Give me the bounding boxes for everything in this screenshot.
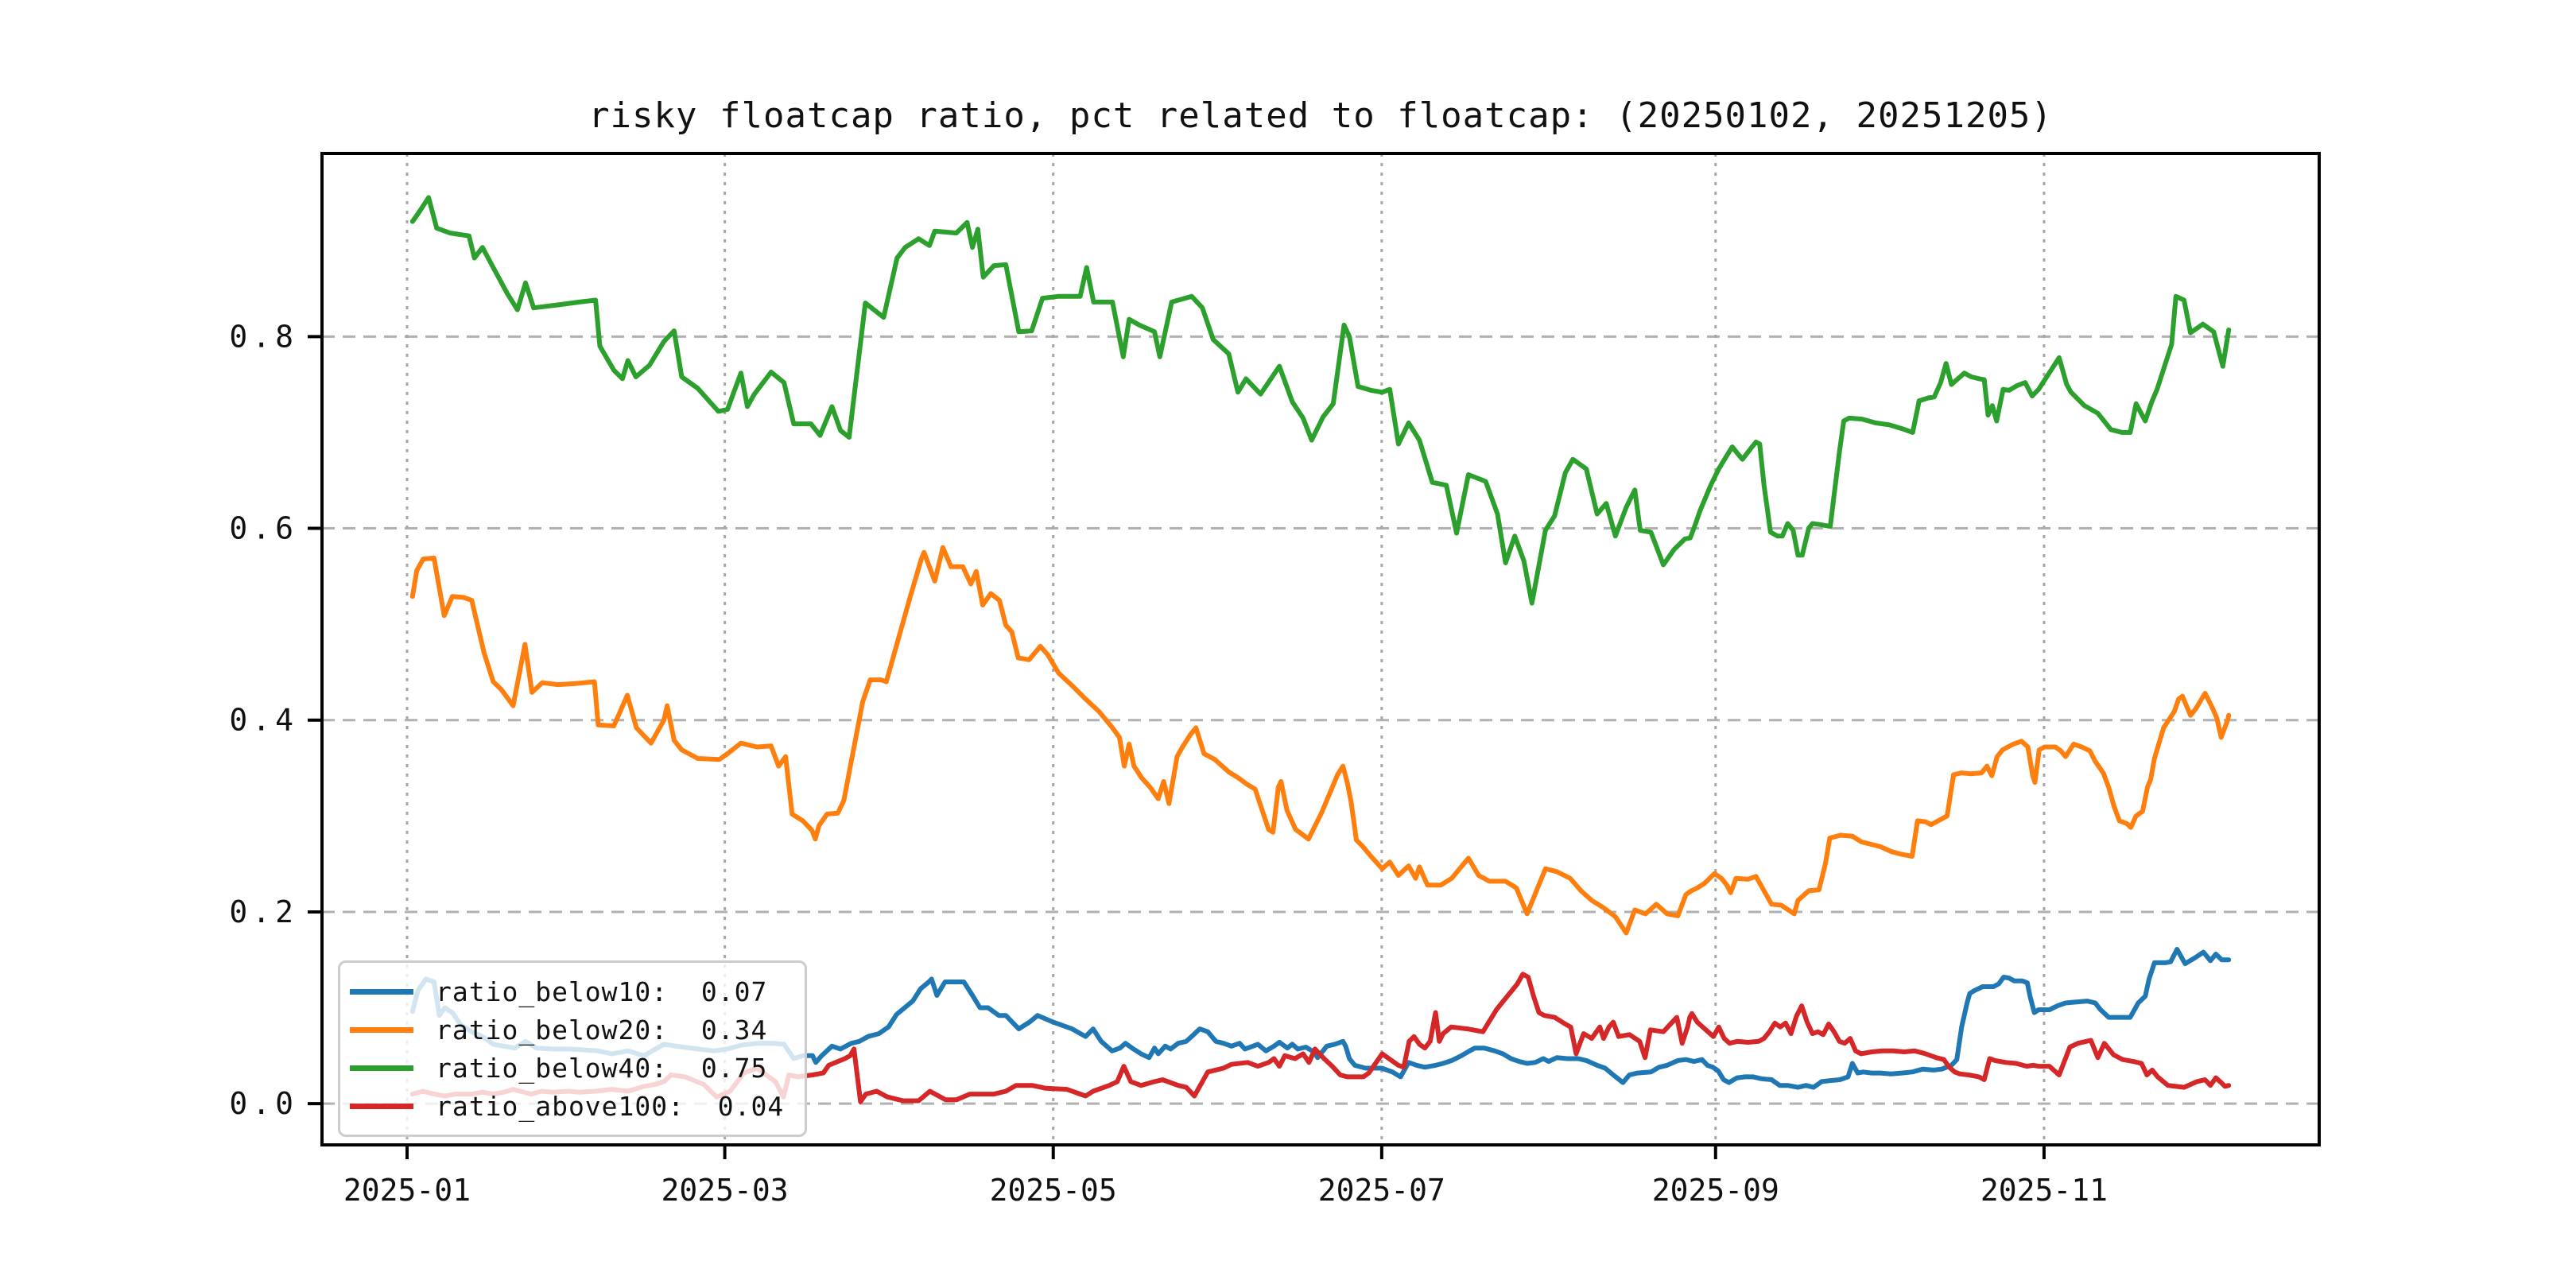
y-tick-label: 0.2 — [229, 894, 298, 929]
legend-line-swatch — [350, 1065, 413, 1071]
axes-frame — [320, 152, 2321, 1146]
y-tick-label: 0.6 — [229, 511, 298, 546]
legend-item-label: ratio_above100: 0.04 — [436, 1090, 785, 1122]
legend: ratio_below10: 0.07 ratio_below20: 0.34 ra… — [338, 960, 808, 1137]
x-tick-label: 2025-07 — [1318, 1173, 1445, 1208]
legend-line-swatch — [350, 1103, 413, 1109]
legend-item-ratio_below20: ratio_below20: 0.34 — [350, 1011, 784, 1049]
legend-item-label: ratio_below20: 0.34 — [436, 1014, 768, 1046]
legend-line-swatch — [350, 988, 413, 995]
x-tick-label: 2025-03 — [661, 1173, 789, 1208]
x-tick-label: 2025-01 — [343, 1173, 471, 1208]
series-line-ratio_below20 — [409, 545, 2232, 936]
legend-item-ratio_below10: ratio_below10: 0.07 — [350, 972, 784, 1011]
y-tick-label: 0.0 — [229, 1086, 298, 1121]
series-line-ratio_below40 — [409, 195, 2232, 606]
legend-item-ratio_above100: ratio_above100: 0.04 — [350, 1087, 784, 1125]
y-tick-label: 0.4 — [229, 703, 298, 738]
legend-item-ratio_below40: ratio_below40: 0.75 — [350, 1049, 784, 1087]
legend-line-swatch — [350, 1026, 413, 1033]
x-tick-label: 2025-11 — [1980, 1173, 2108, 1208]
legend-item-label: ratio_below40: 0.75 — [436, 1052, 768, 1084]
x-tick-label: 2025-09 — [1652, 1173, 1779, 1208]
x-tick-label: 2025-05 — [990, 1173, 1117, 1208]
chart-title: risky floatcap ratio, pct related to flo… — [588, 95, 2053, 136]
series-line-ratio_above100 — [409, 972, 2232, 1104]
series-group — [409, 195, 2232, 1104]
y-tick-label: 0.8 — [229, 319, 298, 354]
series-line-ratio_below10 — [409, 947, 2232, 1090]
legend-item-label: ratio_below10: 0.07 — [436, 976, 768, 1007]
